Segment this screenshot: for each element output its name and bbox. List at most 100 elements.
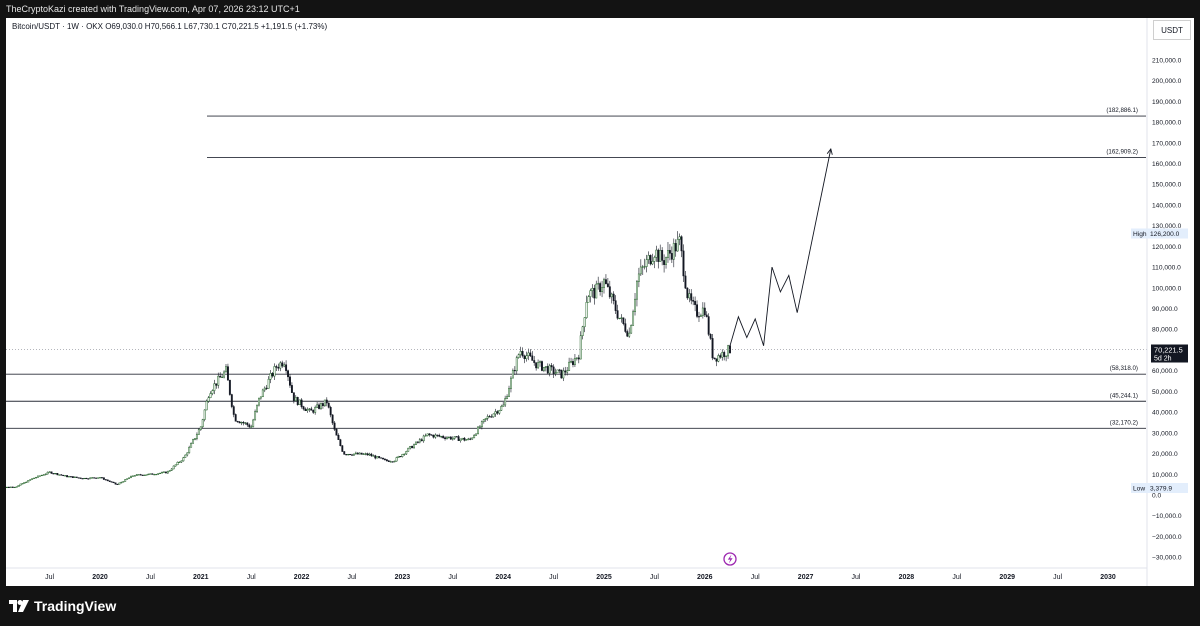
candle-body [566,370,569,373]
candle-body [725,355,728,357]
candle-body [329,407,332,416]
candle-body [145,474,148,476]
candle-body [647,255,650,260]
candle-body [498,410,501,414]
candle-body [225,366,227,373]
candle-body [603,279,605,288]
candle-body [87,478,90,480]
candle-body [467,438,470,440]
candle-body [372,455,375,457]
lightning-icon[interactable] [723,552,737,566]
candle-body [513,370,516,372]
x-tick-label: Jul [549,574,558,581]
candle-body [246,422,249,426]
candle-body [686,287,689,299]
candle-body [273,366,276,377]
candle-body [449,436,452,440]
candle-body [352,453,355,456]
candle-body [97,477,100,479]
candle-body [490,416,493,418]
candle-body [477,426,479,435]
candle-body [102,477,105,480]
candle-body [108,480,111,482]
candle-body [542,367,545,371]
y-tick-label: 40,000.0 [1152,410,1178,417]
candle-body [413,444,415,449]
candle-body [15,486,18,488]
candle-body [554,372,557,374]
candle-body [349,453,352,456]
high-marker-label: High [1133,231,1147,238]
candle-body [341,445,344,452]
symbol-legend[interactable]: Bitcoin/USDT · 1W · OKX O69,030.0 H70,56… [12,22,328,31]
candle-body [155,474,158,476]
candle-body [21,483,24,485]
candle-body [271,373,274,377]
candle-body [428,433,431,436]
candle-body [226,366,229,381]
candle-body [411,446,414,449]
candle-body [128,477,131,479]
candle-body [649,255,652,265]
candle-body [60,474,63,476]
candle-body [283,364,286,367]
candle-body [205,400,208,411]
candle-body [168,470,171,472]
x-tick-label: 2024 [495,574,511,581]
candle-body [486,416,489,419]
price-chart[interactable]: (182,886.1) (162,909.2) (58,318.0) (45,244.… [6,18,1194,586]
candle-body [575,357,578,359]
candle-body [492,413,495,418]
candle-body [670,253,673,260]
tradingview-logo[interactable]: TradingView [9,598,116,614]
candle-body [174,464,177,467]
candle-body [674,243,677,252]
candle-body [172,465,175,470]
candle-body [298,399,301,406]
candle-body [463,437,466,441]
candle-body [310,408,313,411]
candle-body [281,362,284,367]
candle-body [696,304,698,317]
tradingview-logo-icon [9,600,29,612]
candle-body [141,474,144,476]
candle-body [265,387,268,389]
candle-body [511,370,514,379]
candle-body [300,399,303,407]
brand-name: TradingView [34,598,117,614]
candle-body [622,317,625,324]
candle-body [475,433,478,436]
candle-body [500,406,503,411]
candle-body [552,366,555,374]
candle-body [306,409,309,412]
candle-body [75,476,78,478]
currency-button[interactable]: USDT [1153,20,1191,40]
y-tick-label: 150,000.0 [1152,182,1182,189]
candle-body [207,397,210,402]
candle-body [110,481,113,483]
top-bar: TheCryptoKazi created with TradingView.c… [0,0,1200,18]
candle-body [89,477,92,479]
candle-body [519,351,522,355]
candle-body [35,477,37,479]
candle-body [614,300,617,311]
chart-panel[interactable]: (182,886.1) (162,909.2) (58,318.0) (45,244.… [6,18,1194,586]
candle-body [38,475,41,477]
candle-body [723,352,726,357]
candle-body [630,325,633,334]
candle-body [277,367,280,369]
candle-body [290,385,293,393]
candle-body [527,352,530,357]
candle-body [395,457,398,462]
y-tick-label: −10,000.0 [1152,513,1182,520]
candle-body [116,483,119,485]
candle-body [399,456,402,458]
candle-body [535,362,538,369]
candle-body [9,486,12,488]
candle-body [636,281,638,300]
candle-body [389,461,392,463]
candle-body [473,435,476,439]
candle-body [705,314,708,317]
x-tick-label: 2027 [798,574,814,581]
candle-body [604,279,607,284]
